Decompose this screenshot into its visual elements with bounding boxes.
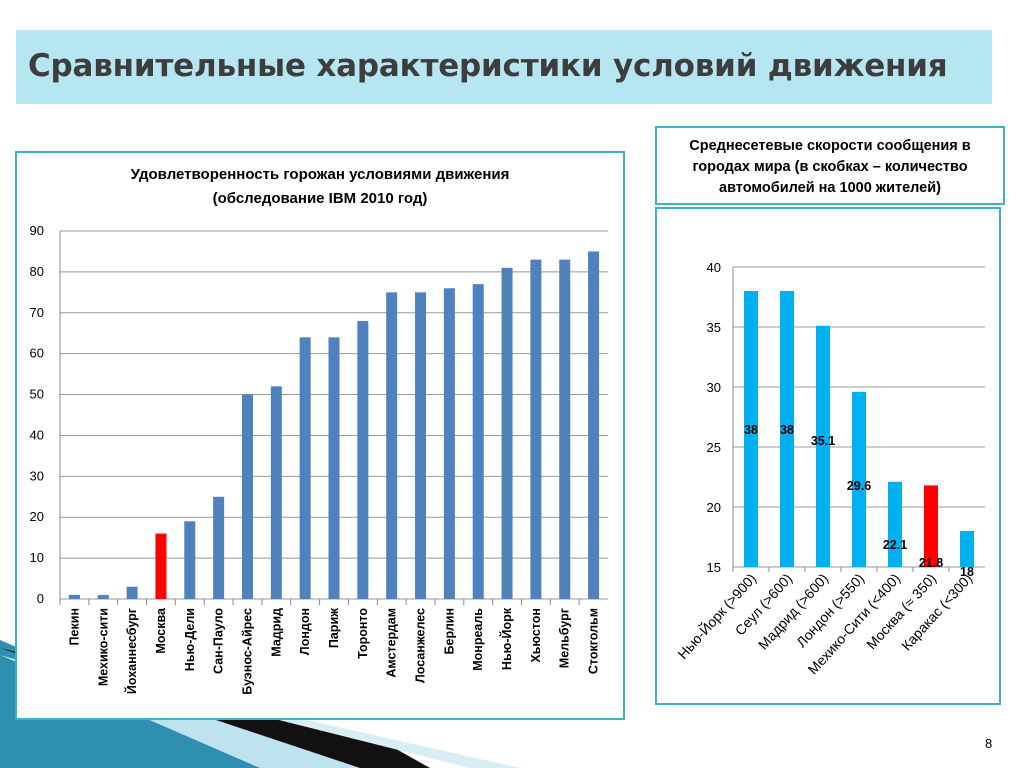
bar [744,291,758,567]
x-tick-label: Мехико-сити [96,608,110,686]
bar [888,481,902,567]
bar [155,533,167,599]
x-tick-label: Мельбург [558,608,572,668]
y-tick-label: 30 [707,380,721,395]
y-tick-label: 0 [37,591,44,606]
bar [97,594,109,599]
page-number: 8 [985,736,993,751]
bar [588,251,600,599]
x-tick-label: Лондон [298,608,312,655]
bar [386,292,398,599]
y-tick-label: 20 [707,500,721,515]
left-chart-title-line2: (обследование IBM 2010 год) [212,190,428,207]
y-tick-label: 15 [707,560,721,575]
x-tick-label: Торонто [356,608,370,659]
x-tick-label: Берлин [442,608,456,654]
bar [443,288,455,599]
right-chart-title-line3: автомобилей на 1000 жителей) [719,180,941,196]
x-tick-label: Монреаль [471,608,485,671]
x-tick-label: Сан-Пауло [212,608,226,674]
y-tick-label: 40 [30,427,44,442]
x-tick-label: Нью-Йорк [499,607,514,670]
x-tick-label: Хьюстон [529,608,543,663]
bar [960,531,974,567]
x-tick-label: Пекин [67,608,81,645]
bar [559,259,571,599]
y-tick-label: 60 [30,346,44,361]
data-label: 21.8 [919,556,943,570]
x-tick-label: Москва [154,607,168,654]
right-chart-title: Среднесетевые скорости сообщения в город… [657,136,1003,199]
data-label: 22.1 [883,538,907,552]
data-label: 35.1 [811,434,835,448]
y-tick-label: 90 [30,223,44,238]
bar [357,320,369,599]
y-tick-label: 20 [30,509,44,524]
bar [472,284,484,599]
y-tick-label: 50 [30,387,44,402]
x-tick-label: Стокгольм [587,608,601,674]
bar [328,337,340,599]
bar [213,496,225,599]
x-tick-label: Мадрид [269,608,283,657]
x-tick-label: Париж [327,608,341,648]
bar [530,259,542,599]
bar [299,337,311,599]
x-tick-label: Лосанжелес [414,608,428,683]
y-tick-label: 80 [30,264,44,279]
bar [68,594,80,599]
bar [924,485,938,567]
bar [184,521,196,599]
bar [780,291,794,567]
y-tick-label: 40 [707,260,721,275]
title-band [16,30,992,104]
right-chart-title-line1: Среднесетевые скорости сообщения в [689,138,971,154]
data-label: 38 [780,423,794,437]
x-tick-label: Йоханнесбург [124,608,139,694]
left-chart-title: Удовлетворенность горожан условиями движ… [0,163,640,211]
bar [816,325,830,567]
data-label: 29.6 [847,479,871,493]
left-chart-title-line1: Удовлетворенность горожан условиями движ… [130,166,510,183]
right-chart-title-line2: городах мира (в скобках – количество [692,159,968,175]
y-tick-label: 30 [30,468,44,483]
y-tick-label: 10 [30,550,44,565]
right-chart-caption-box: Среднесетевые скорости сообщения в город… [655,126,1005,205]
bar [415,292,427,599]
x-tick-label: Амстердам [385,608,399,678]
data-label: 18 [960,565,974,579]
bar [852,391,866,567]
page-title: Сравнительные характеристики условий дви… [28,48,948,84]
bar [241,394,253,599]
y-tick-label: 35 [707,320,721,335]
bar [501,267,513,599]
x-tick-label: Нью-Дели [183,608,197,671]
y-tick-label: 70 [30,305,44,320]
y-tick-label: 25 [707,440,721,455]
bar [126,586,138,599]
bar [270,386,282,599]
x-tick-label: Буэнос-Айрес [240,608,254,695]
data-label: 38 [744,423,758,437]
